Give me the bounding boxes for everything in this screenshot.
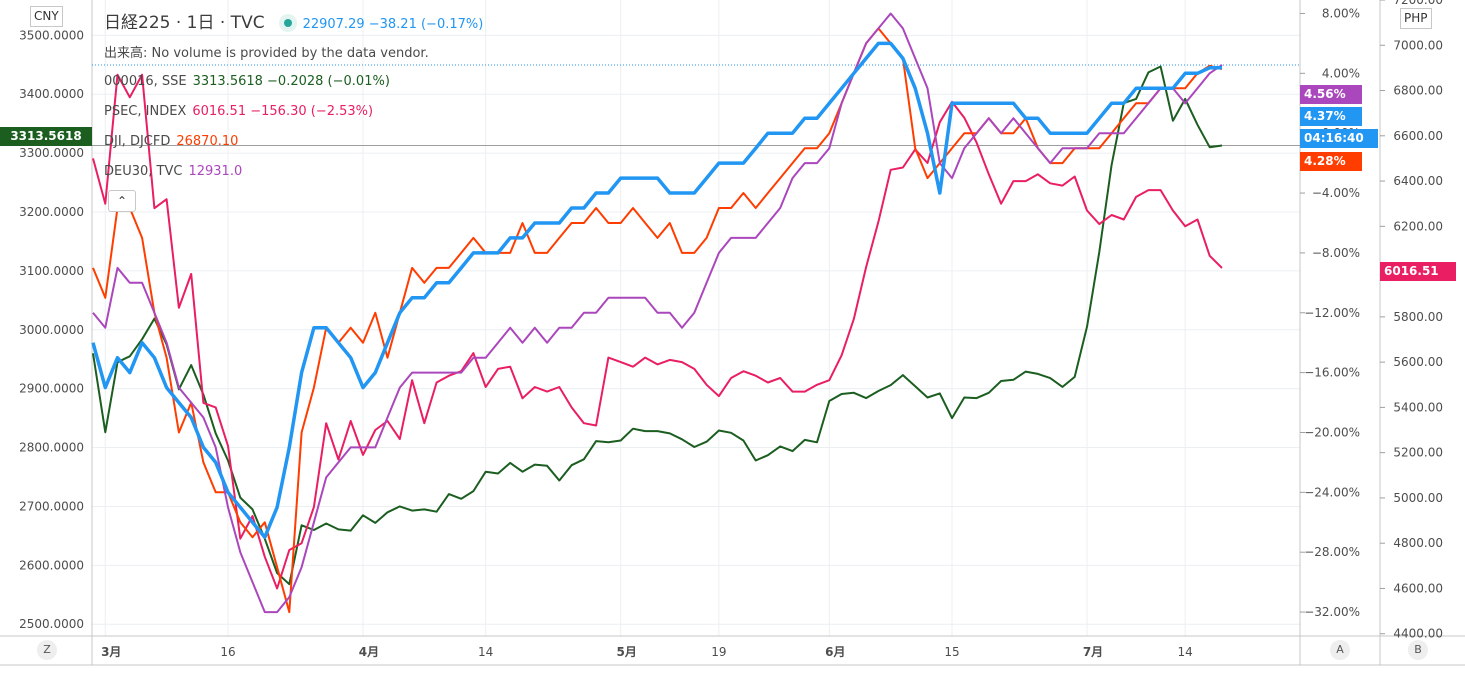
- zoom-button[interactable]: Z: [37, 640, 57, 660]
- left-tick-label: 2800.0000: [19, 441, 84, 455]
- right-tick-label: 4800.00: [1393, 536, 1443, 550]
- left-tick-label: 2700.0000: [19, 499, 84, 513]
- x-tick-label: 3月: [101, 645, 121, 659]
- left-unit-label[interactable]: CNY: [30, 6, 63, 27]
- pct-tick-label: −8.00%: [1312, 246, 1360, 260]
- right-tick-label: 7000.00: [1393, 38, 1443, 52]
- psec-price-badge: 6016.51: [1380, 262, 1456, 281]
- left-tick-label: 3200.0000: [19, 205, 84, 219]
- x-tick-label: 4月: [359, 645, 379, 659]
- volume-note: 出来高: No volume is provided by the data v…: [104, 46, 429, 61]
- countdown-badge: 04:16:40: [1300, 129, 1378, 148]
- x-tick-label: 6月: [825, 645, 845, 659]
- x-tick-label: 7月: [1083, 645, 1103, 659]
- left-tick-label: 3100.0000: [19, 264, 84, 278]
- right-tick-label: 5400.00: [1393, 400, 1443, 414]
- collapse-legend-button[interactable]: ⌃: [108, 190, 136, 212]
- right-unit-label[interactable]: PHP: [1400, 8, 1432, 29]
- legend-values: 6016.51 −156.30 (−2.53%): [192, 104, 374, 119]
- x-tick-label: 14: [1178, 645, 1193, 659]
- left-tick-label: 2500.0000: [19, 617, 84, 631]
- right-tick-label: 5800.00: [1393, 310, 1443, 324]
- left-tick-label: 3000.0000: [19, 323, 84, 337]
- pct-tick-label: 8.00%: [1322, 6, 1360, 20]
- right-tick-label: 6400.00: [1393, 174, 1443, 188]
- x-tick-label: 5月: [617, 645, 637, 659]
- pct-tick-label: −24.00%: [1304, 485, 1360, 499]
- main-values: 22907.29 −38.21 (−0.17%): [302, 17, 484, 32]
- right-tick-label: 5000.00: [1393, 491, 1443, 505]
- pct-tick-label: −28.00%: [1304, 545, 1360, 559]
- left-tick-label: 2600.0000: [19, 558, 84, 572]
- legend-header: 日経225 · 1日 · TVC 22907.29 −38.21 (−0.17%): [104, 8, 489, 33]
- right-tick-label: 7200.00: [1393, 0, 1443, 7]
- pct-tick-label: −32.00%: [1304, 605, 1360, 619]
- pct-tick-label: 4.00%: [1322, 66, 1360, 80]
- legend-symbol: 000016, SSE: [104, 74, 187, 89]
- legend-values: 12931.0: [188, 164, 243, 179]
- x-tick-label: 16: [220, 645, 235, 659]
- right-tick-label: 4600.00: [1393, 581, 1443, 595]
- series-line-psec: [92, 73, 1223, 590]
- auto-scale-button[interactable]: A: [1330, 640, 1350, 660]
- right-tick-label: 6600.00: [1393, 129, 1443, 143]
- legend-values: 3313.5618 −0.2028 (−0.01%): [192, 74, 390, 89]
- series-line-nikkei: [91, 41, 1222, 539]
- pct-tick-label: −12.00%: [1304, 306, 1360, 320]
- series-line-dji: [92, 27, 1223, 614]
- left-tick-label: 2900.0000: [19, 382, 84, 396]
- pct-tick-label: −20.00%: [1304, 425, 1360, 439]
- legend-symbol: DJI, DJCFD: [104, 134, 171, 149]
- x-tick-label: 14: [478, 645, 493, 659]
- left-tick-label: 3500.0000: [19, 28, 84, 42]
- x-tick-label: 15: [944, 645, 959, 659]
- pct-tick-label: −4.00%: [1312, 186, 1360, 200]
- right-tick-label: 5200.00: [1393, 446, 1443, 460]
- legend-symbol: PSEC, INDEX: [104, 104, 187, 119]
- legend-row-sse[interactable]: 000016, SSE 3313.5618 −0.2028 (−0.01%): [104, 74, 396, 89]
- legend-symbol: DEU30, TVC: [104, 164, 183, 179]
- scale-b-button[interactable]: B: [1408, 640, 1428, 660]
- dji-pct-badge: 4.28%: [1300, 152, 1362, 171]
- right-tick-label: 5600.00: [1393, 355, 1443, 369]
- x-tick-label: 19: [711, 645, 726, 659]
- left-tick-label: 3300.0000: [19, 146, 84, 160]
- left-tick-label: 3400.0000: [19, 87, 84, 101]
- legend-row-deu[interactable]: DEU30, TVC 12931.0: [104, 164, 248, 179]
- legend-row-dji[interactable]: DJI, DJCFD 26870.10: [104, 134, 244, 149]
- main-symbol[interactable]: 日経225 · 1日 · TVC: [104, 13, 265, 33]
- legend-values: 26870.10: [176, 134, 239, 149]
- market-status-icon: [278, 14, 297, 32]
- sse-price-badge: 3313.5618: [0, 127, 92, 146]
- right-tick-label: 6800.00: [1393, 84, 1443, 98]
- deu-pct-badge: 4.56%: [1300, 85, 1362, 104]
- right-tick-label: 4400.00: [1393, 627, 1443, 641]
- nikkei-pct-badge: 4.37%: [1300, 107, 1362, 126]
- pct-tick-label: −16.00%: [1304, 366, 1360, 380]
- right-tick-label: 6200.00: [1393, 219, 1443, 233]
- series-line-deu: [92, 12, 1223, 614]
- legend-row-psec[interactable]: PSEC, INDEX 6016.51 −156.30 (−2.53%): [104, 104, 379, 119]
